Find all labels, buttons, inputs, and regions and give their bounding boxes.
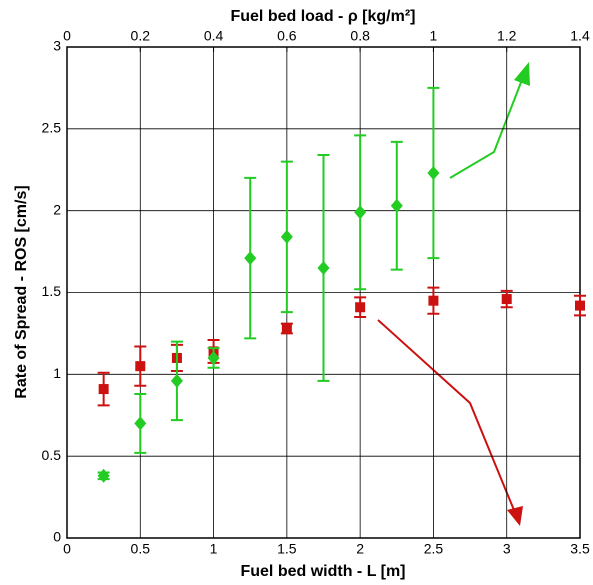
x-tick-label: 3.5 bbox=[570, 541, 590, 557]
x-tick-label: 3 bbox=[503, 541, 511, 557]
data-point bbox=[281, 323, 292, 334]
red-arrow bbox=[377, 319, 517, 516]
x2-tick-label: 1.4 bbox=[570, 28, 590, 44]
x-tick-label: 0 bbox=[63, 541, 71, 557]
data-point bbox=[501, 294, 512, 305]
x-tick-label: 1 bbox=[210, 541, 218, 557]
x2-tick-label: 1.2 bbox=[497, 28, 517, 44]
y-tick-label: 0.5 bbox=[42, 447, 62, 463]
x2-tick-label: 0 bbox=[63, 28, 71, 44]
x2-tick-label: 0.4 bbox=[204, 28, 224, 44]
y-axis-label: Rate of Spread - ROS [cm/s] bbox=[13, 185, 30, 398]
data-point bbox=[244, 251, 257, 266]
green-arrowhead bbox=[514, 62, 530, 86]
data-point bbox=[170, 373, 183, 388]
data-point bbox=[354, 205, 367, 220]
x2-tick-label: 0.6 bbox=[277, 28, 297, 44]
data-point bbox=[317, 260, 330, 275]
data-point bbox=[427, 166, 440, 181]
data-point bbox=[428, 295, 439, 306]
data-point bbox=[355, 302, 366, 313]
data-point bbox=[98, 384, 109, 395]
x2-tick-label: 0.8 bbox=[350, 28, 370, 44]
red-arrowhead bbox=[507, 506, 523, 526]
x-tick-label: 2 bbox=[356, 541, 364, 557]
data-point bbox=[575, 300, 585, 311]
x2-tick-label: 1 bbox=[430, 28, 438, 44]
y-tick-label: 2 bbox=[53, 201, 61, 217]
data-point bbox=[207, 350, 220, 365]
plot-frame bbox=[66, 46, 581, 539]
y-tick-label: 1.5 bbox=[42, 283, 62, 299]
data-point bbox=[135, 361, 146, 372]
x2-axis-label: Fuel bed load - ρ [kg/m²] bbox=[230, 8, 415, 25]
x-tick-label: 2.5 bbox=[424, 541, 444, 557]
y-tick-label: 2.5 bbox=[42, 120, 62, 136]
x-axis-label: Fuel bed width - L [m] bbox=[240, 563, 405, 580]
green-arrow bbox=[449, 71, 526, 179]
y-tick-label: 0 bbox=[53, 529, 61, 545]
data-point bbox=[134, 416, 147, 431]
data-point bbox=[280, 229, 293, 244]
data-point bbox=[390, 198, 403, 213]
data-point bbox=[97, 468, 110, 483]
y-tick-label: 3 bbox=[53, 38, 61, 54]
x-tick-label: 1.5 bbox=[277, 541, 297, 557]
y-tick-label: 1 bbox=[53, 365, 61, 381]
x-tick-label: 0.5 bbox=[131, 541, 151, 557]
x2-tick-label: 0.2 bbox=[131, 28, 151, 44]
